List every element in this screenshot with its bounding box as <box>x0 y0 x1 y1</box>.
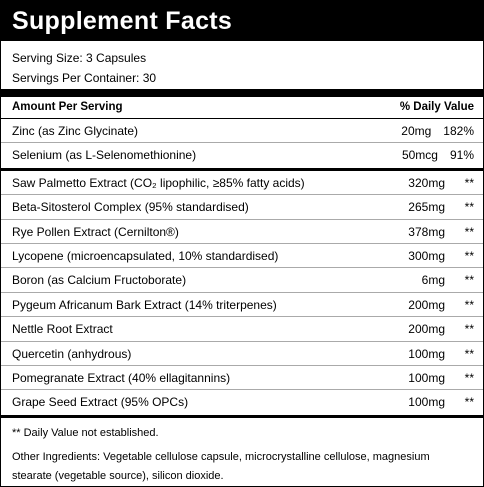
nutrient-name: Boron (as Calcium Fructoborate) <box>12 273 187 288</box>
nutrient-row: Pomegranate Extract (40% ellagitannins) 1… <box>1 366 483 391</box>
nutrient-amount: 378mg <box>408 224 445 239</box>
nutrient-amount: 20mg <box>401 124 432 138</box>
serving-info: Serving Size: 3 Capsules Servings Per Co… <box>1 41 483 89</box>
nutrient-row: Zinc (as Zinc Glycinate) 20mg 182% <box>1 119 483 144</box>
nutrient-name: Grape Seed Extract (95% OPCs) <box>12 395 189 410</box>
nutrient-amount: 200mg <box>408 322 445 337</box>
footer: ** Daily Value not established. Other In… <box>1 418 483 486</box>
nutrient-name: Lycopene (microencapsulated, 10% standar… <box>12 248 279 263</box>
daily-value: ** <box>464 322 474 337</box>
nutrient-row: Nettle Root Extract 200mg ** <box>1 317 483 342</box>
nutrient-amount: 6mg <box>421 273 445 288</box>
nutrient-name: Zinc (as Zinc Glycinate) <box>12 124 139 138</box>
nutrient-amount: 100mg <box>408 346 445 361</box>
nutrient-amount: 300mg <box>408 248 445 263</box>
nutrient-row: Quercetin (anhydrous) 100mg ** <box>1 342 483 366</box>
nutrient-row: Pygeum Africanum Bark Extract (14% trite… <box>1 293 483 318</box>
daily-value: ** <box>464 395 474 410</box>
nutrient-name: Beta-Sitosterol Complex (95% standardise… <box>12 200 249 215</box>
daily-value: ** <box>464 224 474 239</box>
daily-value: ** <box>464 175 474 190</box>
divider <box>1 167 483 171</box>
daily-value: ** <box>464 200 474 215</box>
nutrient-group: Saw Palmetto Extract (CO₂ lipophilic, ≥8… <box>1 171 483 415</box>
nutrient-row: Rye Pollen Extract (Cernilton®) 378mg ** <box>1 220 483 244</box>
title: Supplement Facts <box>1 1 483 41</box>
nutrient-amount: 200mg <box>408 297 445 312</box>
nutrient-amount: 265mg <box>408 200 445 215</box>
nutrient-name: Saw Palmetto Extract (CO₂ lipophilic, ≥8… <box>12 175 305 190</box>
nutrient-row: Lycopene (microencapsulated, 10% standar… <box>1 244 483 269</box>
nutrient-row: Grape Seed Extract (95% OPCs) 100mg ** <box>1 390 483 414</box>
divider <box>1 89 483 97</box>
nutrient-row: Beta-Sitosterol Complex (95% standardise… <box>1 195 483 220</box>
divider <box>1 414 483 418</box>
dv-header: % Daily Value <box>399 101 474 113</box>
amount-header: Amount Per Serving <box>12 101 123 113</box>
daily-value: ** <box>464 248 474 263</box>
nutrient-amount: 100mg <box>408 370 445 385</box>
nutrient-groups: Zinc (as Zinc Glycinate) 20mg 182% Selenium… <box>1 119 483 418</box>
nutrient-row: Selenium (as L-Selenomethionine) 50mcg 91% <box>1 143 483 167</box>
nutrient-name: Quercetin (anhydrous) <box>12 346 132 361</box>
daily-value: ** <box>464 273 474 288</box>
daily-value: ** <box>464 370 474 385</box>
nutrient-amount: 100mg <box>408 395 445 410</box>
nutrient-row: Boron (as Calcium Fructoborate) 6mg ** <box>1 268 483 293</box>
daily-value: 182% <box>443 124 474 138</box>
nutrient-row: Saw Palmetto Extract (CO₂ lipophilic, ≥8… <box>1 171 483 196</box>
servings-per-container: Servings Per Container: 30 <box>12 71 157 85</box>
daily-value: ** <box>464 346 474 361</box>
nutrient-amount: 50mcg <box>401 148 438 163</box>
column-header: Amount Per Serving % Daily Value <box>1 97 483 119</box>
serving-size: Serving Size: 3 Capsules <box>12 51 147 65</box>
nutrient-amount: 320mg <box>408 175 445 190</box>
daily-value: 91% <box>449 148 474 163</box>
nutrient-name: Pygeum Africanum Bark Extract (14% trite… <box>12 297 277 312</box>
nutrient-name: Pomegranate Extract (40% ellagitannins) <box>12 370 231 385</box>
other-ingredients: Other Ingredients: Vegetable cellulose c… <box>12 450 430 482</box>
footnote: ** Daily Value not established. <box>12 426 159 439</box>
nutrient-name: Rye Pollen Extract (Cernilton®) <box>12 224 179 239</box>
nutrient-name: Nettle Root Extract <box>12 322 113 337</box>
daily-value: ** <box>464 297 474 312</box>
nutrient-group: Zinc (as Zinc Glycinate) 20mg 182% Selenium… <box>1 119 483 168</box>
nutrient-name: Selenium (as L-Selenomethionine) <box>12 148 197 163</box>
